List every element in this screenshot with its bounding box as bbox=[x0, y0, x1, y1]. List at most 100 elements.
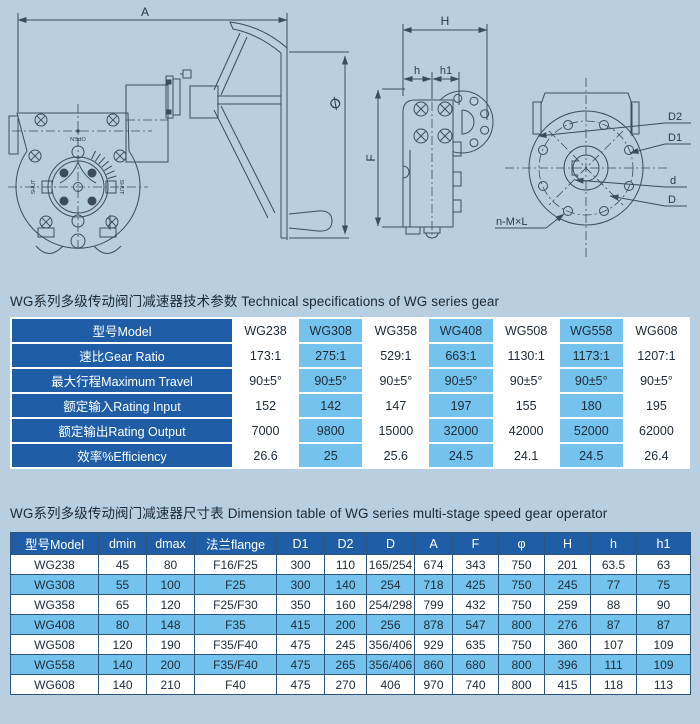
dimension-table-cell: 547 bbox=[452, 614, 499, 635]
dim-d1-label: D1 bbox=[668, 132, 682, 144]
spec-table-cell: 173:1 bbox=[234, 344, 298, 367]
spec-table-cell: 90±5° bbox=[624, 369, 688, 392]
spec-table-cell: WG558 bbox=[559, 319, 623, 342]
dimension-table-cell: 929 bbox=[414, 634, 453, 655]
dimension-table-cell: 300 bbox=[276, 574, 325, 595]
spec-table-row: 效率%Efficiency 26.6 25 25.6 24.5 24.1 24.5 26.4 bbox=[12, 444, 688, 467]
spec-table-cell: 7000 bbox=[234, 419, 298, 442]
dim-d-label: D bbox=[668, 194, 676, 206]
dimension-table-cell: 77 bbox=[590, 574, 637, 595]
dimension-table-cell: 254 bbox=[366, 574, 415, 595]
dimension-table-cell: 718 bbox=[414, 574, 453, 595]
spec-table-cell: 26.4 bbox=[624, 444, 688, 467]
dimension-table-cell: 878 bbox=[414, 614, 453, 635]
dimension-table-cell: 254/298 bbox=[366, 594, 415, 615]
side-view-drawing bbox=[374, 24, 494, 239]
dimension-table-cell: 140 bbox=[98, 674, 147, 695]
dimension-table-cell: 113 bbox=[636, 674, 691, 695]
dimension-table-cell: 245 bbox=[544, 574, 591, 595]
dimension-table-cell: WG408 bbox=[10, 614, 99, 635]
bolt-icons bbox=[28, 113, 127, 229]
dimension-table-row: WG308 55 100 F25 300 140 254 718 425 750 245 77 75 bbox=[10, 574, 691, 595]
dimension-column-header: D bbox=[366, 532, 415, 555]
spec-table-cell: WG408 bbox=[429, 319, 493, 342]
spec-table-cell: 1130:1 bbox=[494, 344, 558, 367]
dimension-table-cell: F35 bbox=[194, 614, 277, 635]
dimension-table-row: WG358 65 120 F25/F30 350 160 254/298 799 432 750 2… bbox=[10, 594, 691, 615]
dimension-table-cell: 160 bbox=[324, 594, 367, 615]
dimension-column-header: φ bbox=[498, 532, 545, 555]
dimension-table-cell: 107 bbox=[590, 634, 637, 655]
dimension-table-cell: 45 bbox=[98, 554, 147, 575]
dim-f-label: F bbox=[364, 154, 378, 161]
shut-left-label: SHUT bbox=[31, 179, 37, 195]
dimension-table-cell: 118 bbox=[590, 674, 637, 695]
spec-table-cell: 26.6 bbox=[234, 444, 298, 467]
dimension-section-title: WG系列多级传动阀门减速器尺寸表 Dimension table of WG s… bbox=[10, 506, 608, 521]
dimension-table-cell: 415 bbox=[544, 674, 591, 695]
dimension-table-cell: 109 bbox=[636, 654, 691, 675]
dimension-table-cell: 300 bbox=[276, 554, 325, 575]
spec-table-row: 额定输出Rating Output 7000 9800 15000 32000 42000… bbox=[12, 419, 688, 442]
dimension-table-cell: 148 bbox=[146, 614, 195, 635]
dimension-table-cell: 680 bbox=[452, 654, 499, 675]
spec-row-label: 额定输出Rating Output bbox=[12, 419, 232, 442]
dimension-table-cell: 200 bbox=[324, 614, 367, 635]
dimension-column-header: D2 bbox=[324, 532, 367, 555]
dimension-table-cell: 343 bbox=[452, 554, 499, 575]
dim-d-small-label: d bbox=[670, 175, 676, 187]
dimension-table-cell: WG558 bbox=[10, 654, 99, 675]
spec-table-cell: 24.5 bbox=[559, 444, 623, 467]
dimension-table-cell: 350 bbox=[276, 594, 325, 615]
dimension-table-cell: 750 bbox=[498, 554, 545, 575]
spec-table-cell: WG608 bbox=[624, 319, 688, 342]
spec-table-cell: 62000 bbox=[624, 419, 688, 442]
spec-table-cell: 24.1 bbox=[494, 444, 558, 467]
dimension-table-cell: 165/254 bbox=[366, 554, 415, 575]
spec-table-row: 速比Gear Ratio 173:1 275:1 529:1 663:1 1130:1 11… bbox=[12, 344, 688, 367]
dimension-table-cell: 87 bbox=[590, 614, 637, 635]
dimension-table-cell: 88 bbox=[590, 594, 637, 615]
dimension-table-cell: 265 bbox=[324, 654, 367, 675]
dimension-table-cell: 245 bbox=[324, 634, 367, 655]
spec-table-cell: WG238 bbox=[234, 319, 298, 342]
dimension-table-cell: 432 bbox=[452, 594, 499, 615]
dimension-column-header: D1 bbox=[276, 532, 325, 555]
spec-table-cell: 32000 bbox=[429, 419, 493, 442]
dimension-table-cell: F40 bbox=[194, 674, 277, 695]
dimension-column-header: F bbox=[452, 532, 499, 555]
dimension-table-cell: 100 bbox=[146, 574, 195, 595]
spec-table-cell: 197 bbox=[429, 394, 493, 417]
spec-table-cell: 24.5 bbox=[429, 444, 493, 467]
dimension-table-cell: 356/406 bbox=[366, 634, 415, 655]
dimension-table-cell: 200 bbox=[146, 654, 195, 675]
dimension-column-header: 型号Model bbox=[10, 532, 99, 555]
spec-table-cell: 1207:1 bbox=[624, 344, 688, 367]
spec-table-cell: 663:1 bbox=[429, 344, 493, 367]
position-indicator-dial bbox=[41, 145, 117, 249]
spec-table-row: 额定输入Rating Input 152 142 147 197 155 180 195 bbox=[12, 394, 688, 417]
spec-table-cell: 42000 bbox=[494, 419, 558, 442]
dimension-table-cell: 740 bbox=[452, 674, 499, 695]
dimension-table-cell: 110 bbox=[324, 554, 367, 575]
spec-table: 型号Model WG238 WG308 WG358 WG408 WG508 WG558 WG6… bbox=[10, 317, 690, 469]
dimension-table-cell: WG308 bbox=[10, 574, 99, 595]
spec-section-title: WG系列多级传动阀门减速器技术参数 Technical specificatio… bbox=[10, 294, 500, 309]
shut-right-label: SHUT bbox=[118, 180, 124, 196]
spec-row-label: 速比Gear Ratio bbox=[12, 344, 232, 367]
dimension-column-header: dmax bbox=[146, 532, 195, 555]
dimension-table-cell: WG508 bbox=[10, 634, 99, 655]
dim-a-label: A bbox=[141, 5, 149, 19]
dimension-table-cell: 415 bbox=[276, 614, 325, 635]
spec-table-cell: WG358 bbox=[364, 319, 428, 342]
dimension-table-cell: 360 bbox=[544, 634, 591, 655]
dimension-column-header: h1 bbox=[636, 532, 691, 555]
spec-table-cell: 147 bbox=[364, 394, 428, 417]
spec-row-label: 效率%Efficiency bbox=[12, 444, 232, 467]
spec-table-cell: 155 bbox=[494, 394, 558, 417]
spec-table-cell: 152 bbox=[234, 394, 298, 417]
dimension-table-cell: WG238 bbox=[10, 554, 99, 575]
dimension-table-cell: WG608 bbox=[10, 674, 99, 695]
